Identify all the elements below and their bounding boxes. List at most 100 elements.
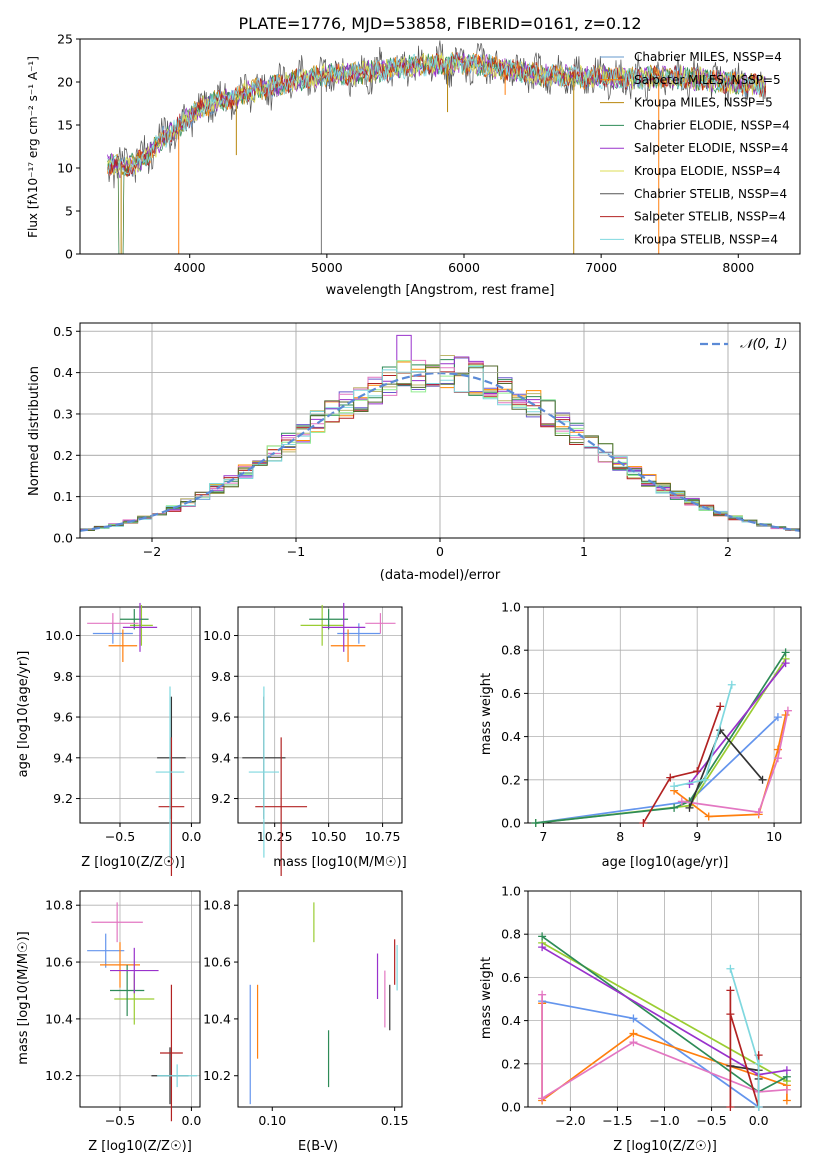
weight-series-line (681, 710, 789, 814)
y-tick-label: 0.1 (53, 489, 73, 504)
legend-label: Chabrier MILES, NSSP=4 (634, 50, 782, 64)
spectrum-model-line (107, 52, 767, 179)
y-tick-label: 10.6 (45, 955, 73, 970)
legend-label: Kroupa STELIB, NSSP=4 (634, 232, 778, 246)
legend-label: Kroupa ELODIE, NSSP=4 (634, 164, 781, 178)
x-tick-label: 6000 (448, 260, 480, 275)
weight-marker (629, 1014, 638, 1023)
weight-marker (726, 964, 735, 973)
x-tick-label: 10.50 (311, 829, 347, 844)
x-tick-label: 8 (616, 829, 624, 844)
residual-ylabel: Normed distribution (27, 366, 42, 496)
y-tick-label: 9.6 (211, 710, 231, 725)
weight-marker (538, 943, 547, 952)
weight-marker (754, 1059, 763, 1068)
y-tick-label: 10.8 (203, 898, 231, 913)
x-tick-label: 5000 (311, 260, 343, 275)
x-tick-label: −2 (143, 544, 161, 559)
weight-marker (782, 1066, 791, 1075)
weight-marker (758, 775, 767, 784)
y-tick-label: 9.4 (211, 750, 231, 765)
spectrum-ylabel: Flux [fλ10⁻¹⁷ erg cm⁻² s⁻¹ A⁻¹] (26, 56, 40, 238)
weight-marker (629, 1029, 638, 1038)
spectrum-model-line (107, 51, 767, 178)
y-tick-label: 0.2 (501, 1056, 521, 1071)
axes-frame (79, 38, 801, 255)
legend-label: Chabrier STELIB, NSSP=4 (634, 187, 787, 201)
x-tick-label: −0.5 (105, 829, 135, 844)
residual-legend: 𝒩(0, 1) (700, 337, 787, 352)
ageZ-xlabel: Z [log10(Z/Z☉)] (81, 855, 185, 870)
x-tick-label: 4000 (174, 260, 206, 275)
x-tick-label: −1.5 (602, 1113, 632, 1128)
x-tick-label: 0.0 (749, 1113, 769, 1128)
weight-marker (693, 767, 702, 776)
weight-marker (677, 797, 686, 806)
x-tick-label: 0 (436, 544, 444, 559)
legend-label: Salpeter MILES, NSSP=5 (634, 73, 781, 87)
axes-frame (527, 890, 802, 1108)
y-tick-label: 0.8 (501, 643, 521, 658)
axes-frame (527, 606, 802, 824)
panel-axes: 10.25 10.50 10.75 9.2 9.4 9.6 9.8 10.0 (203, 606, 403, 844)
weight-vs-metallicity-panel: −2.0 −1.5 −1.0 −0.5 0.0 0.0 0.2 0.4 0.6 0.8 1.0 (501, 884, 802, 1128)
massZ-xlabel: Z [log10(Z/Z☉)] (88, 1139, 192, 1154)
weight-marker (538, 932, 547, 941)
weight-vs-age-panel: 7 8 9 10 0.0 0.2 0.4 0.6 0.8 1.0 (501, 600, 802, 844)
y-tick-label: 5 (65, 204, 73, 219)
age-vs-mass-panel: 10.25 10.50 10.75 9.2 9.4 9.6 9.8 10.0 (203, 602, 403, 876)
mass-vs-metallicity-panel: −0.5 0.0 10.2 10.4 10.6 10.8 (45, 890, 201, 1128)
y-tick-label: 10 (57, 161, 73, 176)
weight-marker (700, 775, 709, 784)
wAge-xlabel: age [log10(age/yr)] (602, 855, 729, 870)
weight-marker (704, 812, 713, 821)
axes-frame (79, 322, 801, 539)
panel-axes: −0.5 0.0 10.2 10.4 10.6 10.8 (45, 890, 201, 1128)
axes-frame (237, 890, 403, 1108)
weight-marker (773, 754, 782, 763)
y-tick-label: 0.3 (53, 406, 73, 421)
x-tick-label: 0.0 (181, 1113, 201, 1128)
ageM-xlabel: mass [log10(M/M☉)] (273, 855, 406, 870)
weight-marker (782, 1096, 791, 1105)
legend-label: Salpeter STELIB, NSSP=4 (634, 210, 786, 224)
wZ-ylabel: mass weight (479, 957, 494, 1039)
y-tick-label: 0.0 (501, 816, 521, 831)
x-tick-label: 9 (693, 829, 701, 844)
y-tick-label: 0.6 (501, 970, 521, 985)
y-tick-label: 0.4 (501, 729, 521, 744)
weight-marker (773, 713, 782, 722)
weight-marker (781, 648, 790, 657)
y-tick-label: 0.0 (53, 531, 73, 546)
age-vs-metallicity-panel: −0.5 0.0 9.2 9.4 9.6 9.8 10.0 (45, 602, 201, 876)
x-tick-label: 10.75 (365, 829, 401, 844)
y-tick-label: 0.2 (501, 772, 521, 787)
weight-marker (783, 706, 792, 715)
x-tick-label: −0.5 (696, 1113, 726, 1128)
spectrum-axes: 4000 5000 6000 7000 8000 0 5 10 15 20 25 (57, 32, 801, 275)
weight-marker (670, 782, 679, 791)
y-tick-label: 0.4 (53, 365, 73, 380)
x-tick-label: 0.10 (258, 1113, 286, 1128)
figure-title: PLATE=1776, MJD=53858, FIBERID=0161, z=0… (238, 14, 641, 33)
legend-label: Chabrier ELODIE, NSSP=4 (634, 118, 790, 132)
legend-label: Salpeter ELODIE, NSSP=4 (634, 141, 789, 155)
x-tick-label: 0.15 (381, 1113, 409, 1128)
x-tick-label: 7 (539, 829, 547, 844)
residual-axes: −2 −1 0 1 2 0.0 0.1 0.2 0.3 0.4 0.5 (53, 322, 801, 559)
y-tick-label: 1.0 (501, 600, 521, 615)
weight-marker (754, 808, 763, 817)
axes-frame (237, 606, 403, 824)
legend-label: Kroupa MILES, NSSP=5 (634, 96, 773, 110)
weight-marker (685, 803, 694, 812)
weight-marker (781, 659, 790, 668)
weight-marker (629, 1038, 638, 1047)
x-tick-label: −1 (287, 544, 305, 559)
legend-gauss-label: 𝒩(0, 1) (740, 337, 787, 352)
y-tick-label: 1.0 (501, 884, 521, 899)
weight-series-line (541, 1000, 760, 1108)
x-tick-label: −1.0 (649, 1113, 679, 1128)
weight-marker (773, 745, 782, 754)
weight-series-line (535, 651, 787, 824)
